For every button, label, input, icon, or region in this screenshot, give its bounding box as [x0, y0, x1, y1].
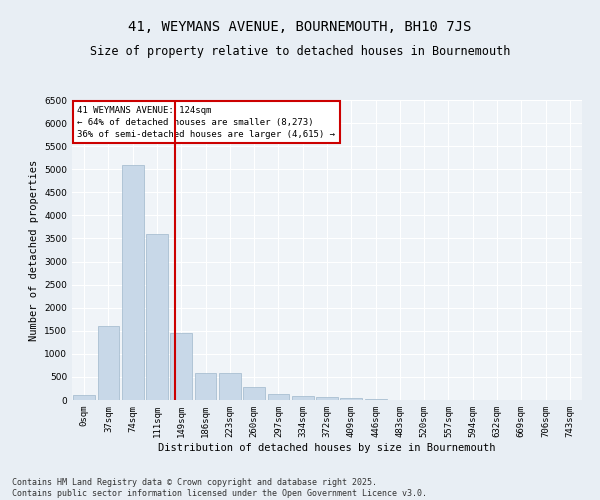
Bar	[340, 398, 362, 400]
Bar	[243, 386, 265, 400]
Text: 41 WEYMANS AVENUE: 124sqm
← 64% of detached houses are smaller (8,273)
36% of se: 41 WEYMANS AVENUE: 124sqm ← 64% of detac…	[77, 106, 335, 138]
Bar	[268, 394, 289, 400]
Bar	[97, 326, 119, 400]
X-axis label: Distribution of detached houses by size in Bournemouth: Distribution of detached houses by size …	[158, 442, 496, 452]
Bar	[73, 396, 95, 400]
Bar	[170, 333, 192, 400]
Text: 41, WEYMANS AVENUE, BOURNEMOUTH, BH10 7JS: 41, WEYMANS AVENUE, BOURNEMOUTH, BH10 7J…	[128, 20, 472, 34]
Text: Contains HM Land Registry data © Crown copyright and database right 2025.
Contai: Contains HM Land Registry data © Crown c…	[12, 478, 427, 498]
Y-axis label: Number of detached properties: Number of detached properties	[29, 160, 38, 340]
Bar	[122, 164, 143, 400]
Bar	[194, 373, 217, 400]
Text: Size of property relative to detached houses in Bournemouth: Size of property relative to detached ho…	[90, 45, 510, 58]
Bar	[292, 396, 314, 400]
Bar	[146, 234, 168, 400]
Bar	[219, 373, 241, 400]
Bar	[365, 399, 386, 400]
Bar	[316, 396, 338, 400]
